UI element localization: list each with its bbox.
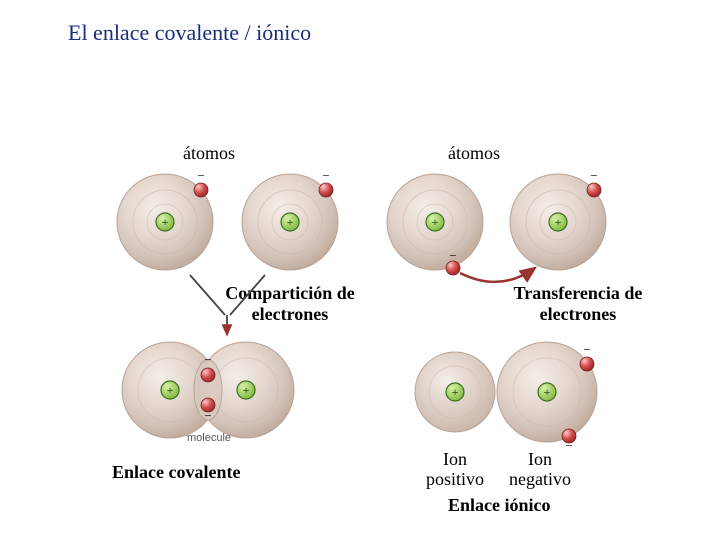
svg-text:+: + bbox=[432, 215, 439, 229]
transfer-arrow bbox=[460, 268, 535, 282]
svg-text:+: + bbox=[162, 215, 169, 229]
covalent-top-atoms: + − + − bbox=[117, 168, 338, 335]
svg-text:−: − bbox=[583, 342, 590, 357]
svg-text:−: − bbox=[565, 438, 572, 453]
svg-text:−: − bbox=[204, 352, 211, 367]
svg-text:−: − bbox=[590, 168, 597, 183]
svg-text:−: − bbox=[322, 168, 329, 183]
svg-text:+: + bbox=[167, 383, 174, 397]
svg-text:+: + bbox=[555, 215, 562, 229]
svg-text:+: + bbox=[452, 385, 459, 399]
ionic-top-atoms: + − + − bbox=[387, 168, 606, 282]
svg-text:−: − bbox=[449, 248, 456, 263]
bond-diagram: + − + − + − bbox=[0, 0, 720, 540]
svg-text:+: + bbox=[544, 385, 551, 399]
svg-text:+: + bbox=[287, 215, 294, 229]
svg-text:−: − bbox=[197, 168, 204, 183]
svg-text:−: − bbox=[204, 408, 211, 423]
svg-text:+: + bbox=[243, 383, 250, 397]
ionic-pair: + + − − bbox=[415, 342, 597, 453]
covalent-molecule: + + − − bbox=[122, 342, 294, 438]
